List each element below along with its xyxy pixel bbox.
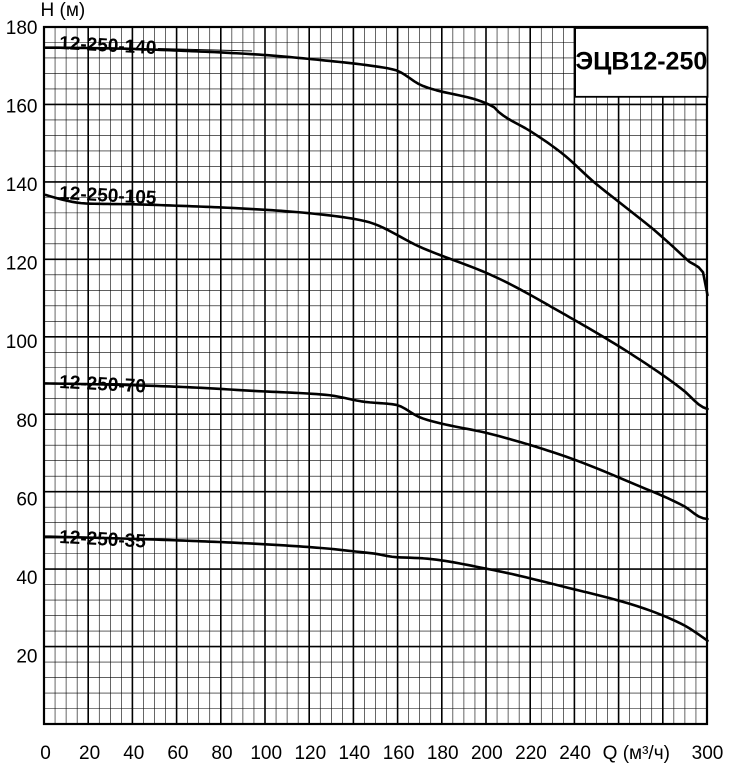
svg-text:20: 20 — [16, 646, 37, 667]
svg-text:180: 180 — [427, 743, 459, 764]
svg-text:ЭЦВ12-250: ЭЦВ12-250 — [575, 48, 707, 76]
svg-text:100: 100 — [6, 332, 38, 353]
svg-text:160: 160 — [383, 743, 415, 764]
svg-text:220: 220 — [515, 743, 547, 764]
svg-text:100: 100 — [250, 743, 282, 764]
svg-text:160: 160 — [6, 97, 38, 118]
svg-text:240: 240 — [559, 743, 591, 764]
svg-text:300: 300 — [692, 743, 724, 764]
svg-text:40: 40 — [16, 568, 37, 589]
svg-text:140: 140 — [6, 175, 38, 196]
svg-text:120: 120 — [6, 254, 38, 275]
svg-text:H (м): H (м) — [41, 0, 86, 21]
svg-text:Q (м³/ч): Q (м³/ч) — [603, 743, 670, 764]
svg-text:40: 40 — [123, 743, 144, 764]
svg-text:20: 20 — [79, 743, 100, 764]
svg-text:120: 120 — [294, 743, 326, 764]
svg-text:180: 180 — [6, 18, 38, 39]
svg-text:60: 60 — [16, 489, 37, 510]
svg-text:80: 80 — [211, 743, 232, 764]
svg-text:200: 200 — [471, 743, 503, 764]
svg-text:60: 60 — [167, 743, 188, 764]
svg-text:140: 140 — [339, 743, 371, 764]
svg-text:80: 80 — [16, 411, 37, 432]
svg-text:0: 0 — [40, 743, 51, 764]
